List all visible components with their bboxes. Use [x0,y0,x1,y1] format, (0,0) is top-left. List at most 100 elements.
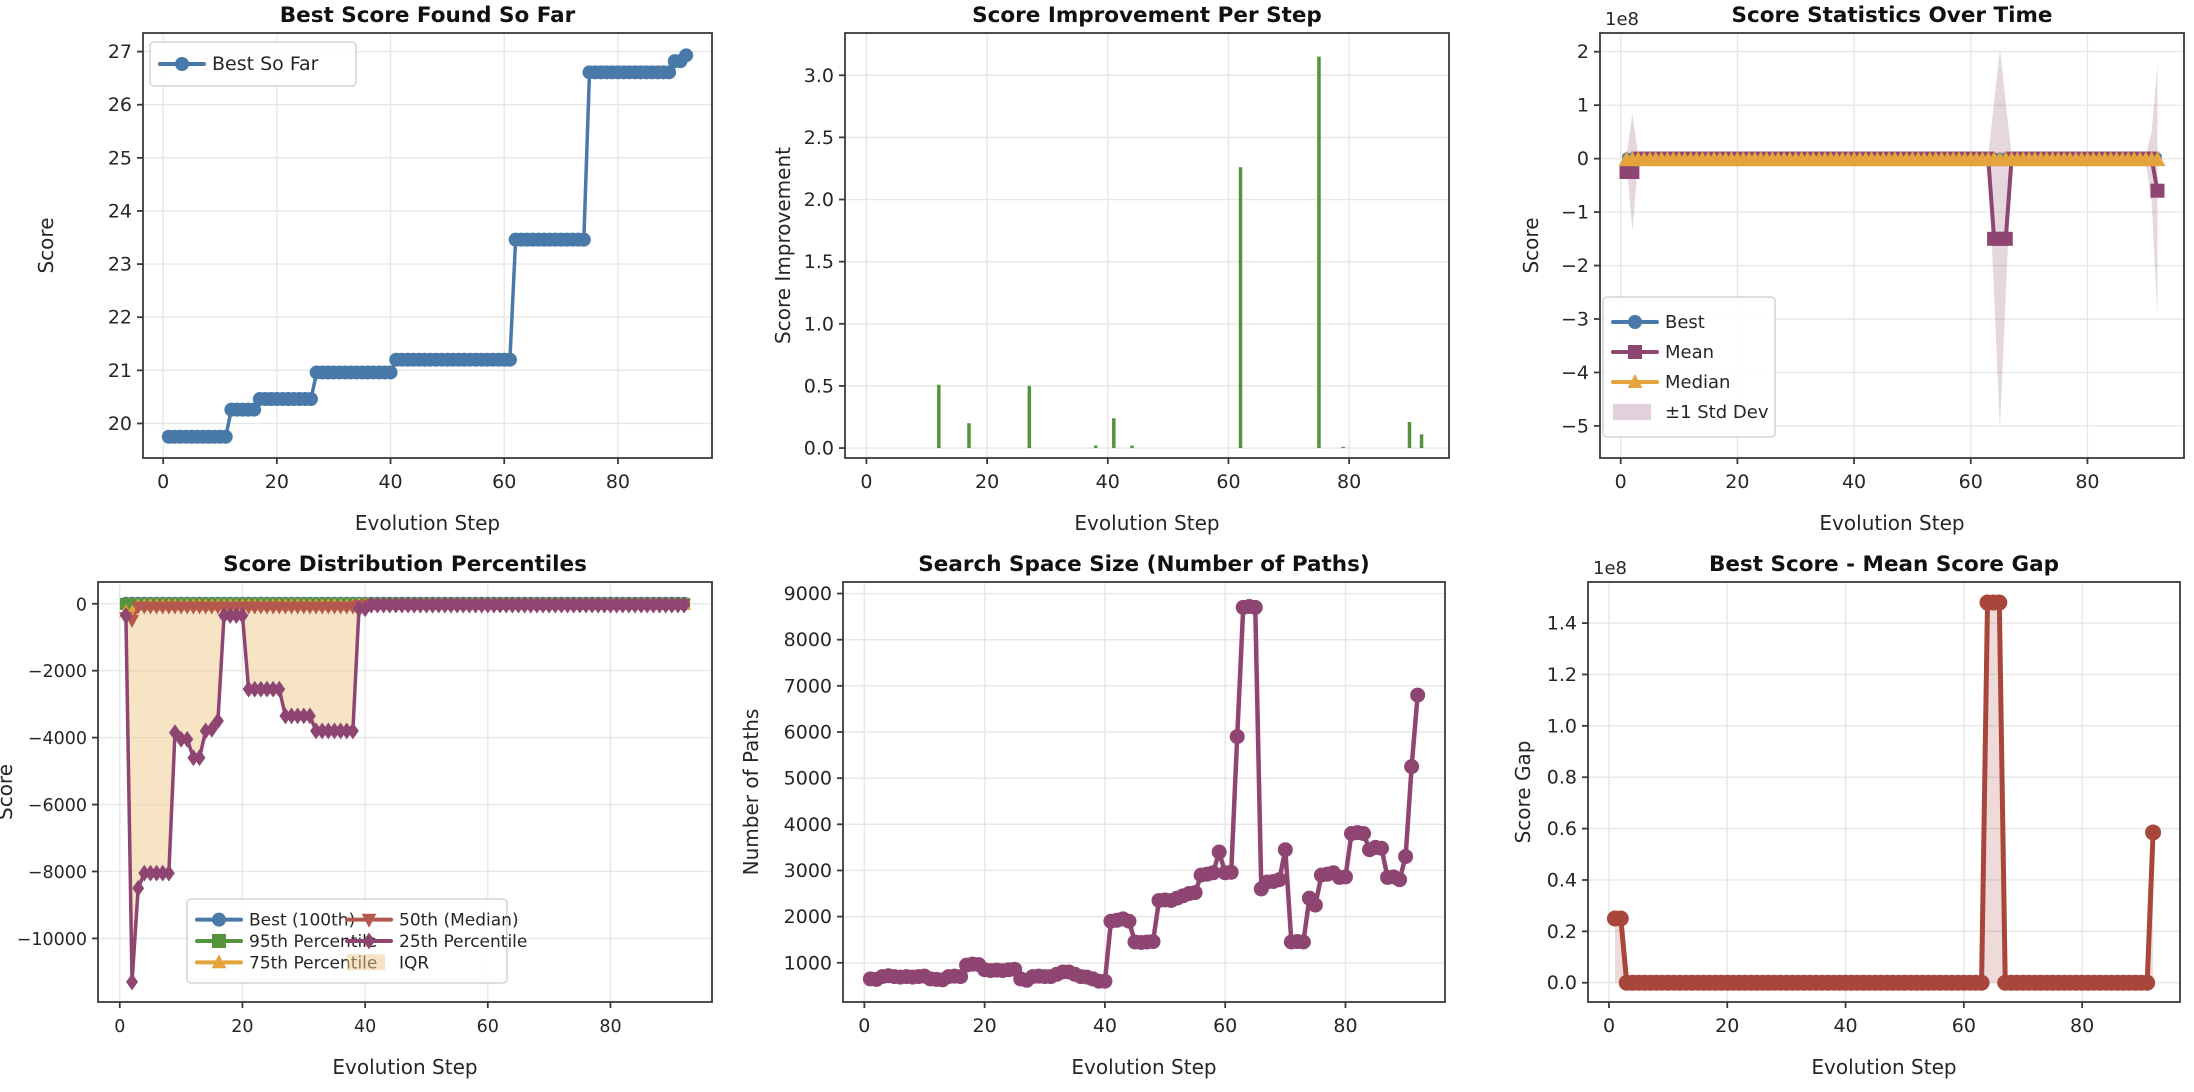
svg-text:20: 20 [108,413,132,435]
series-median [1618,151,2166,167]
svg-text:20: 20 [1725,471,1749,493]
plot-spines [97,581,713,1003]
chart-cell-score-improvement: 0 20 40 60 80 0.0 0.5 1.0 1.5 2.0 2.5 3.0 Score Impr… [731,0,1462,544]
svg-text:−1: −1 [1561,202,1589,224]
svg-text:1.0: 1.0 [804,313,834,335]
legend-label: Best So Far [212,53,319,75]
svg-text:22: 22 [108,307,132,329]
chart-cell-best-score: 0 20 40 60 80 20 21 22 23 24 25 26 27 Best Score Foun… [0,0,731,544]
svg-text:20: 20 [231,1017,253,1037]
legend-marker-triangle-down [361,913,377,928]
legend-label: 50th (Median) [399,911,519,931]
svg-text:20: 20 [975,471,999,493]
svg-text:80: 80 [1337,471,1361,493]
svg-text:60: 60 [477,1017,499,1037]
chart-score-improvement-per-step: 0 20 40 60 80 0.0 0.5 1.0 1.5 2.0 2.5 3.0 Score Impr… [771,3,1450,535]
svg-text:−3: −3 [1561,309,1589,331]
svg-text:20: 20 [265,471,289,493]
legend-marker-circle [175,57,189,71]
svg-text:−2: −2 [1561,255,1589,277]
series-number-of-paths [862,598,1426,989]
series-iqr [125,604,685,982]
legend-marker-circle [212,912,226,927]
y-axis-label: Score Gap [1511,741,1535,844]
chart-title: Search Space Size (Number of Paths) [918,552,1369,577]
axis-offset-label: 1e8 [1605,9,1639,30]
svg-text:26: 26 [108,94,132,116]
tick-labels: 0 20 40 60 80 1000 2000 3000 4000 5000 6000 7000 800… [784,583,1358,1037]
legend-marker-circle [1628,315,1642,329]
series-25th-percentile [119,596,691,991]
svg-text:5000: 5000 [784,768,832,790]
series-best-so-far [161,48,694,444]
svg-text:0: 0 [1577,148,1589,170]
svg-text:0.0: 0.0 [804,438,834,460]
svg-text:0.5: 0.5 [804,375,834,397]
tick-labels: 0 20 40 60 80 0.0 0.5 1.0 1.5 2.0 2.5 3.0 [804,65,1361,493]
tick-labels: 0 20 40 60 80 0 −2000 −4000 −6000 −8000 −10000 [17,595,622,1037]
svg-text:80: 80 [2075,471,2099,493]
chart-cell-score-statistics: 0 20 40 60 80 2 1 0 −1 −2 −3 −4 −5 Score Statistics O… [1462,0,2194,544]
legend-marker-diamond [363,932,375,950]
svg-text:0: 0 [1615,471,1627,493]
chart-search-space-size: 0 20 40 60 80 1000 2000 3000 4000 5000 6000 7000 800… [739,552,1446,1079]
legend-label: 95th Percentile [249,932,377,952]
svg-text:40: 40 [1096,471,1120,493]
tick-labels: 0 20 40 60 80 0.0 0.2 0.4 0.6 0.8 1.0 1.2 1.4 [1547,613,2094,1037]
svg-text:2.5: 2.5 [804,127,834,149]
legend-label: Mean [1665,342,1714,363]
legend: Best So Far [149,41,357,87]
plot-spines [1587,581,2181,1003]
svg-text:20: 20 [1715,1015,1739,1037]
legend-swatch [347,954,385,971]
x-axis-label: Evolution Step [1811,1055,1956,1079]
svg-text:−8000: −8000 [28,863,87,883]
chart-score-statistics-over-time: 0 20 40 60 80 2 1 0 −1 −2 −3 −4 −5 Score Statistics O… [1519,3,2185,535]
legend-label: Best [1665,312,1705,333]
x-axis-label: Evolution Step [332,1055,477,1079]
svg-text:20: 20 [973,1015,997,1037]
chart-best-score-mean-score-gap: 0 20 40 60 80 0.0 0.2 0.4 0.6 0.8 1.0 1.2 1.4 Best Sc… [1511,552,2181,1079]
svg-text:3000: 3000 [784,860,832,882]
axis-offset-label: 1e8 [1593,558,1627,579]
svg-text:2.0: 2.0 [804,189,834,211]
legend-marker-square [1628,345,1642,359]
legend-marker-square [212,934,226,948]
legend: Best Mean Median ±1 Std Dev [1602,296,1776,438]
legend-label: Median [1665,372,1730,393]
svg-text:−10000: −10000 [17,930,87,950]
series-gap-fill [1614,602,2154,983]
svg-text:24: 24 [108,200,132,222]
svg-text:25: 25 [108,147,132,169]
svg-text:−6000: −6000 [28,796,87,816]
legend-label: ±1 Std Dev [1665,402,1769,423]
x-axis-label: Evolution Step [1819,511,1964,535]
svg-text:27: 27 [108,41,132,63]
legend-label: 75th Percentile [249,953,377,973]
grid [1588,582,2180,1002]
svg-text:1000: 1000 [784,952,832,974]
legend-marker-triangle-up [1627,373,1643,388]
svg-text:1.4: 1.4 [1547,613,1577,635]
svg-text:0.8: 0.8 [1547,767,1577,789]
y-axis-label: Number of Paths [739,709,763,876]
chart-cell-score-gap: 0 20 40 60 80 0.0 0.2 0.4 0.6 0.8 1.0 1.2 1.4 Best Sc… [1462,544,2194,1088]
svg-text:1.2: 1.2 [1547,664,1577,686]
svg-text:0.6: 0.6 [1547,818,1577,840]
chart-title: Score Distribution Percentiles [223,552,587,577]
svg-text:4000: 4000 [784,814,832,836]
svg-text:3.0: 3.0 [804,65,834,87]
svg-text:0.0: 0.0 [1547,972,1577,994]
chart-cell-percentiles: 0 20 40 60 80 0 −2000 −4000 −6000 −8000 −10000 Scor… [0,544,731,1088]
svg-text:40: 40 [378,471,402,493]
y-axis-label: Score [34,217,58,273]
grid [843,582,1445,1002]
legend-marker-triangle-up [211,954,227,969]
grid [845,33,1449,458]
plot-spines [842,581,1446,1003]
series-score-improvement [937,56,1424,449]
svg-text:1.0: 1.0 [1547,715,1577,737]
svg-text:−4: −4 [1561,362,1589,384]
x-axis-label: Evolution Step [1074,511,1219,535]
svg-text:23: 23 [108,254,132,276]
